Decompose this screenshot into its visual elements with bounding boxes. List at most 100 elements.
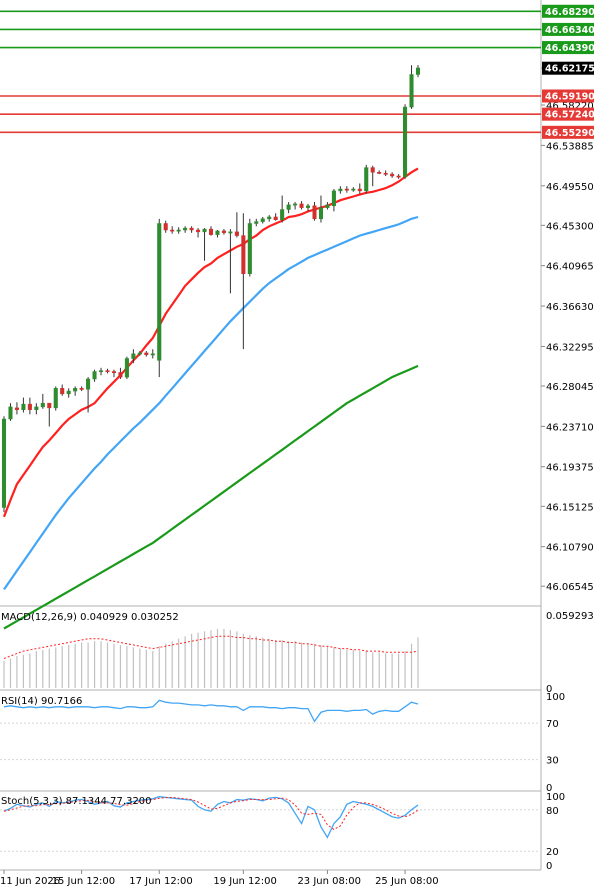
bull-candle <box>92 369 97 382</box>
bull-candle <box>306 203 311 212</box>
rsi-tick-label: 30 <box>546 756 559 767</box>
rsi-line <box>3 699 419 723</box>
candle-body <box>351 188 356 191</box>
candle-body <box>260 218 265 222</box>
candle-body <box>1 418 7 508</box>
moving-averages <box>2 167 419 630</box>
resistance-level-label-bg <box>542 41 594 55</box>
price-tick-label: 46.36630 <box>546 302 594 313</box>
bull-candle <box>73 386 78 396</box>
rsi-tick-label: 100 <box>546 692 565 703</box>
bear-candle <box>396 174 401 179</box>
candle-body <box>137 352 142 355</box>
bull-candle <box>124 356 129 379</box>
candle-body <box>234 231 239 236</box>
candle-body <box>228 231 233 234</box>
candle-body <box>299 203 304 208</box>
stoch-tick-label: 100 <box>546 792 565 803</box>
candle-body <box>293 203 298 206</box>
bear-candle <box>170 226 175 234</box>
candle-body <box>306 205 311 208</box>
stoch-tick-label: 20 <box>546 847 559 858</box>
candle-body <box>73 388 78 392</box>
candle-body <box>111 371 116 373</box>
candle-body <box>338 188 343 192</box>
current-price-box <box>542 61 594 75</box>
bull-candle <box>364 164 369 194</box>
bear-candle <box>118 367 123 379</box>
candle-body <box>170 229 175 232</box>
candle-body <box>21 403 26 410</box>
bear-candle <box>357 183 362 194</box>
stoch-k-line <box>3 796 419 839</box>
candle-body <box>40 402 45 408</box>
macd-tick-label: 0 <box>546 684 552 695</box>
bear-candle <box>208 226 214 236</box>
bull-candle <box>331 189 336 212</box>
price-tick-label: 46.28045 <box>546 382 594 393</box>
time-tick-label: 25 Jun 08:00 <box>375 876 439 887</box>
bear-candle <box>273 213 278 221</box>
bull-candle <box>131 349 136 364</box>
price-level-labels: 46.68290 46.66340 46.64390 46.59190 46.57240… <box>542 4 595 139</box>
candle-body <box>47 402 52 409</box>
bull-candle <box>286 202 291 214</box>
bear-candle <box>390 172 395 178</box>
bear-candle <box>383 170 388 176</box>
price-tick-label: 46.32295 <box>546 342 594 353</box>
resistance-level-label-bg <box>542 4 594 18</box>
time-tick-label: 11 Jun 2026 <box>0 876 60 887</box>
bear-candle <box>47 402 52 427</box>
stoch-label: Stoch(5,3,3) 87.1344 77.3200 <box>1 796 152 807</box>
candle-body <box>118 372 123 378</box>
bear-candle <box>241 213 246 350</box>
price-tick-label: 46.53885 <box>546 141 594 152</box>
candle-body <box>318 207 323 220</box>
candles <box>1 65 421 513</box>
candle-body <box>312 205 317 220</box>
candle-body <box>144 352 149 356</box>
bull-candle <box>338 186 343 194</box>
price-levels <box>0 10 541 134</box>
bull-candle <box>351 187 356 192</box>
support-level-label: 46.59190 <box>545 92 595 103</box>
bear-candle <box>312 202 317 221</box>
price-tick-label: 46.23710 <box>546 422 594 433</box>
candle-body <box>364 167 369 192</box>
stoch-tick-label: 80 <box>546 806 559 817</box>
bull-candle <box>183 226 188 233</box>
rsi-label: RSI(14) 90.7166 <box>1 696 82 707</box>
candle-body <box>254 221 259 224</box>
candle-body <box>34 406 39 410</box>
bull-candle <box>254 218 259 227</box>
candle-body <box>403 106 408 178</box>
moving-average-line <box>2 167 419 518</box>
price-tick-label: 46.10790 <box>546 543 594 554</box>
time-tick-label: 15 Jun 12:00 <box>52 876 116 887</box>
support-level-label: 46.57240 <box>545 110 595 121</box>
bear-candle <box>163 220 168 233</box>
bear-candle <box>111 369 116 378</box>
bull-candle <box>137 351 142 356</box>
candle-body <box>157 223 162 361</box>
candle-body <box>357 188 362 192</box>
bear-candle <box>221 229 226 235</box>
rsi-tick-label: 0 <box>546 783 552 794</box>
bear-candle <box>79 386 84 392</box>
macd-tick-label: 0.059293 <box>546 611 594 622</box>
candle-body <box>124 358 129 378</box>
candle-body <box>325 204 330 208</box>
candle-body <box>241 235 246 275</box>
bull-candle <box>403 104 408 179</box>
rsi-tick-label: 70 <box>546 719 559 730</box>
bull-candle <box>415 65 421 78</box>
candle-body <box>396 175 401 178</box>
bull-candle <box>318 195 323 223</box>
bull-candle <box>409 65 414 109</box>
moving-average-line <box>3 364 419 630</box>
bear-candle <box>234 212 239 238</box>
bear-candle <box>60 384 65 396</box>
time-tick-label: 23 Jun 08:00 <box>297 876 361 887</box>
bear-candle <box>105 368 110 374</box>
